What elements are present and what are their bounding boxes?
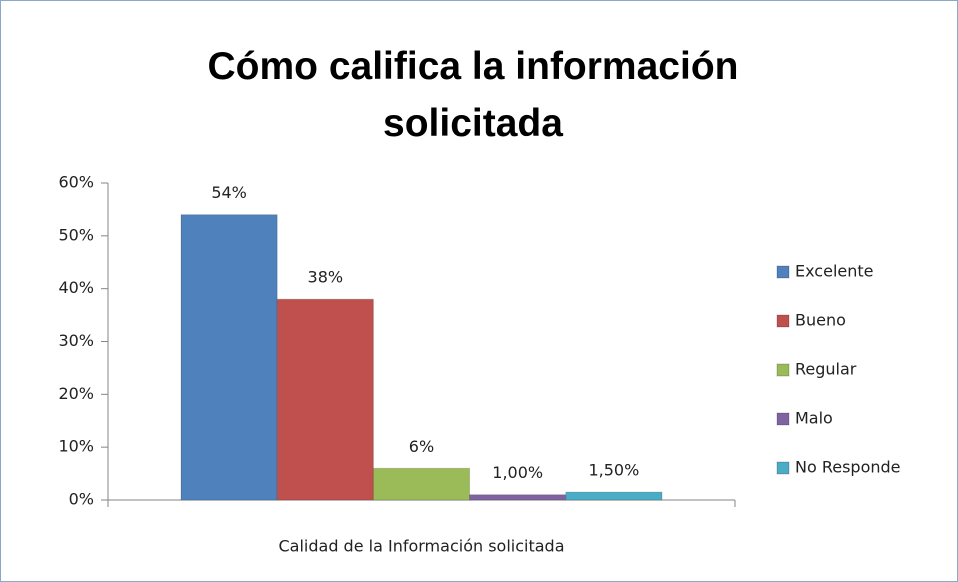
legend-label: Malo	[795, 409, 833, 428]
legend-label: Excelente	[795, 262, 873, 281]
y-tick-label: 40%	[58, 278, 94, 297]
legend-label: Regular	[795, 360, 857, 379]
y-tick-label: 10%	[58, 437, 94, 456]
y-tick-label: 50%	[58, 225, 94, 244]
bar	[276, 298, 374, 501]
value-label: 6%	[409, 437, 434, 456]
bar	[372, 467, 471, 501]
y-tick-label: 60%	[58, 173, 94, 192]
chart-title: Cómo califica la información solicitada	[207, 45, 739, 145]
y-tick-label: 20%	[58, 384, 94, 403]
legend-label: No Responde	[795, 458, 901, 477]
legend-label: Bueno	[795, 311, 846, 330]
legend-swatch	[776, 265, 790, 279]
value-label: 1,50%	[588, 461, 639, 480]
legend-swatch	[776, 461, 790, 475]
y-tick-label: 30%	[58, 331, 94, 350]
legend-swatch	[776, 363, 790, 377]
value-label: 54%	[211, 183, 247, 202]
bar	[469, 494, 567, 501]
y-tick-label: 0%	[69, 490, 94, 509]
legend-swatch	[776, 412, 790, 426]
x-tick-label: Calidad de la Información solicitada	[278, 537, 564, 556]
value-label: 1,00%	[492, 463, 543, 482]
bar	[565, 491, 663, 501]
value-label: 38%	[308, 268, 344, 287]
legend-swatch	[776, 314, 790, 328]
bar	[180, 214, 278, 501]
